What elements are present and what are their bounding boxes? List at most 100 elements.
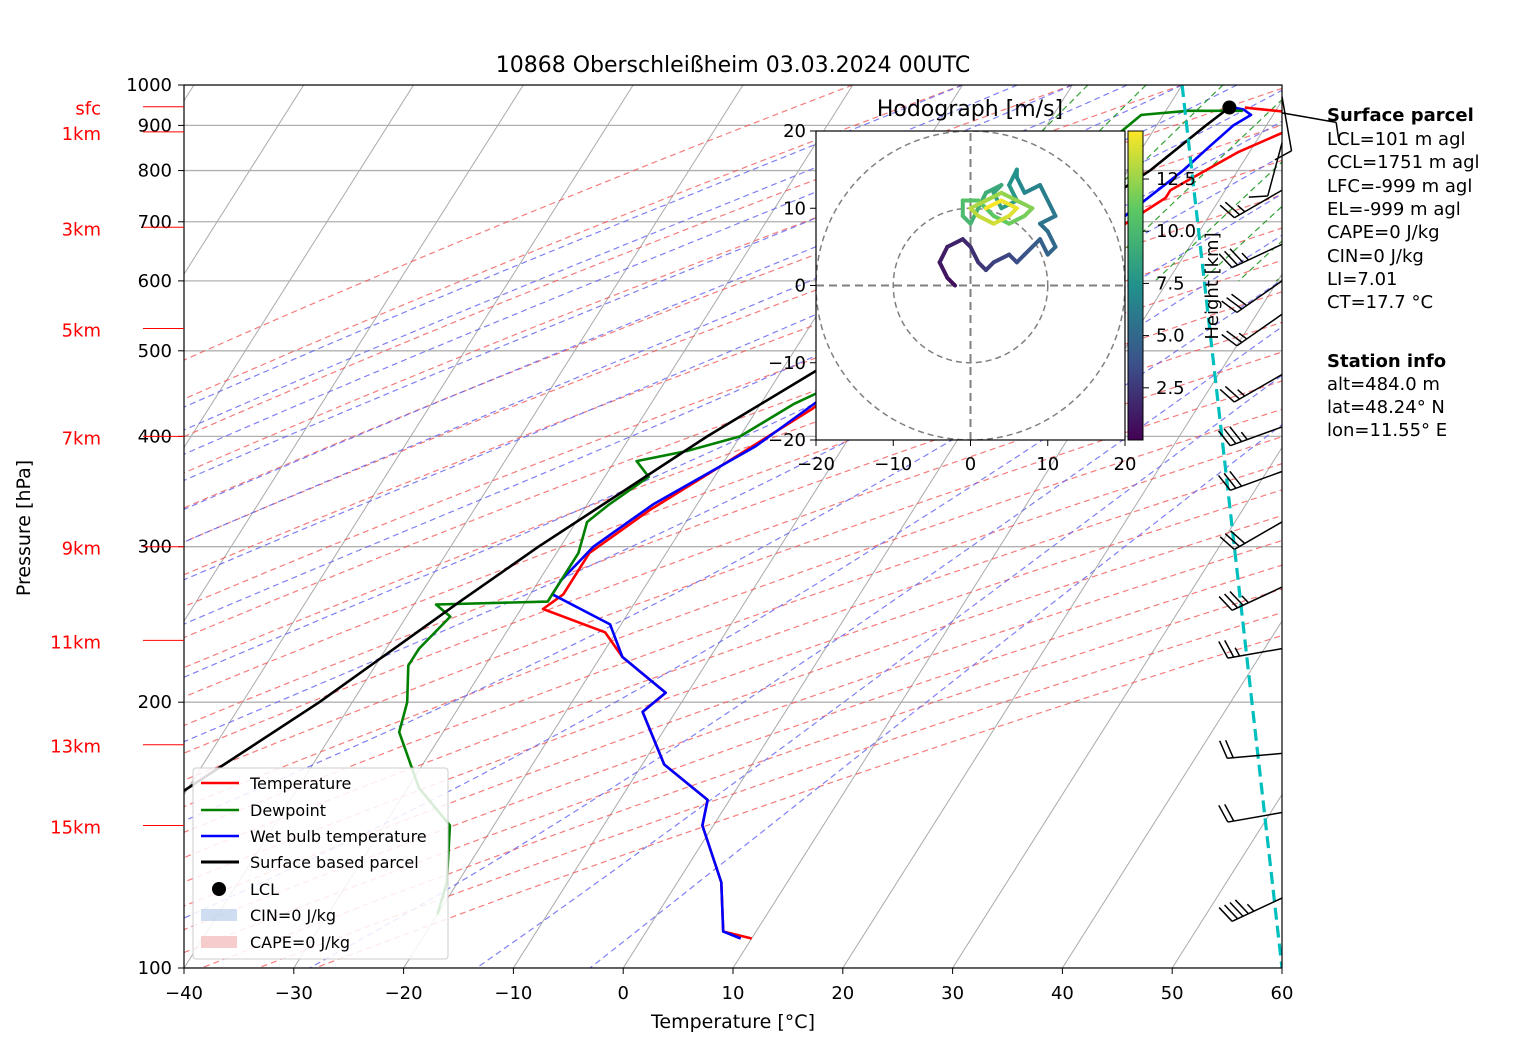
y-tick-label: 100 [138,958,172,979]
wind-barb-flag [1235,900,1248,914]
x-tick-label: −30 [275,983,313,1004]
station-info-title: Station info [1327,351,1446,372]
hodograph-colorbar [1128,131,1143,440]
x-tick-label: −40 [165,983,203,1004]
y-tick-label: 600 [138,271,172,292]
wind-barb-flag [1220,205,1234,218]
chart-title: 10868 Oberschleißheim 03.03.2024 00UTC [496,53,971,78]
wind-barb-half [1247,904,1254,911]
colorbar-label: Height [km] [1202,232,1223,339]
wind-barb-flag [1230,249,1243,263]
wind-barb-staff [1282,97,1292,151]
wind-barb [1275,97,1292,160]
x-tick-label: −10 [494,983,532,1004]
legend-swatch-lcl [212,882,226,896]
hodograph-y-tick-label: −20 [768,430,806,451]
y-axis-label: Pressure [hPa] [13,460,35,596]
hodograph-y-tick-label: 20 [783,121,806,142]
height-label: 5km [62,320,101,341]
height-label: 9km [62,539,101,560]
wind-barb [1222,314,1282,346]
surface-line-el: EL=-999 m agl [1327,199,1461,220]
x-tick-label: −20 [385,983,423,1004]
height-label: 1km [62,124,101,145]
wind-barb-staff [1268,143,1282,196]
x-tick-label: 50 [1161,983,1184,1004]
wind-barb-flag [1230,902,1243,916]
station-line-lat: lat=48.24° N [1327,397,1445,418]
height-label: 15km [50,818,101,839]
x-tick-label: 40 [1051,983,1074,1004]
height-label: 11km [50,632,101,653]
station-line-lon: lon=11.55° E [1327,420,1447,441]
wind-barb-staff [1237,314,1282,346]
height-label: 3km [62,219,101,240]
height-label: 13km [50,737,101,758]
y-tick-label: 500 [138,341,172,362]
info-panel: Surface parcel LCL=101 m agl CCL=1751 m … [1327,105,1480,441]
y-tick-label: 900 [138,115,172,136]
wind-barb [1219,804,1282,822]
y-tick-label: 800 [138,161,172,182]
wind-barb-flag [1219,431,1231,446]
height-label: 7km [62,428,101,449]
wind-barb-flag [1230,427,1242,442]
wind-barb-flag [1219,908,1232,922]
colorbar-tick-label: 10.0 [1156,221,1196,242]
wind-barb-staff [1237,281,1282,313]
legend-label-wetbulb: Wet bulb temperature [250,827,427,846]
x-axis-label: Temperature [°C] [650,1011,815,1033]
wind-barb-staff [1227,753,1282,758]
surface-line-li: LI=7.01 [1327,269,1398,290]
legend-swatch-cin [201,909,237,921]
wind-barb-staff [1228,813,1282,823]
wind-barb-staff [1234,190,1282,218]
legend-label-lcl: LCL [250,880,279,899]
colorbar-tick-label: 12.5 [1156,169,1196,190]
hodograph-y-tick-label: −10 [768,353,806,374]
y-tick-label: 700 [138,212,172,233]
legend-swatch-cape [201,936,237,948]
wind-barb-flag [1225,905,1238,919]
hodograph-x-tick-label: −10 [874,454,912,475]
y-tick-label: 200 [138,692,172,713]
surface-line-cin: CIN=0 J/kg [1327,246,1424,267]
wind-barb-flag [1226,740,1234,757]
x-tick-label: 30 [941,983,964,1004]
y-tick-label: 1000 [126,75,172,96]
legend: Temperature Dewpoint Wet bulb temperatur… [193,768,448,959]
surface-line-ct: CT=17.7 °C [1327,292,1433,313]
legend-label-temperature: Temperature [249,774,351,793]
surface-line-lfc: LFC=-999 m agl [1327,176,1472,197]
hodograph-x-tick-label: −20 [797,454,835,475]
wind-barb [1219,587,1282,610]
height-label: sfc [75,99,101,120]
wind-barb [1220,740,1282,758]
wind-barb-flag [1249,196,1268,197]
wind-barb [1220,375,1282,403]
x-tick-label: 0 [617,983,628,1004]
lcl-point [1222,101,1236,115]
station-line-alt: alt=484.0 m [1327,374,1440,395]
legend-label-parcel: Surface based parcel [250,853,419,872]
wind-barb [1219,640,1282,658]
colorbar-tick-label: 7.5 [1156,273,1185,294]
wind-barb-flag [1220,741,1228,758]
legend-label-dewpoint: Dewpoint [250,801,326,820]
hodograph-x-tick-label: 20 [1114,454,1137,475]
wind-barb-flag [1230,471,1242,486]
wind-barb [1219,898,1282,921]
surface-line-ccl: CCL=1751 m agl [1327,152,1480,173]
wind-barb-flag [1225,594,1238,608]
wind-barb [1220,190,1282,218]
colorbar-tick-label: 2.5 [1156,378,1185,399]
surface-line-cape: CAPE=0 J/kg [1327,222,1440,243]
wind-barb-half [1238,205,1245,211]
x-tick-label: 20 [831,983,854,1004]
hodograph-x-tick-label: 0 [965,454,976,475]
wind-barb-flag [1219,597,1232,611]
wind-barb-staff [1234,522,1282,550]
wind-barb-staff [1234,375,1282,403]
